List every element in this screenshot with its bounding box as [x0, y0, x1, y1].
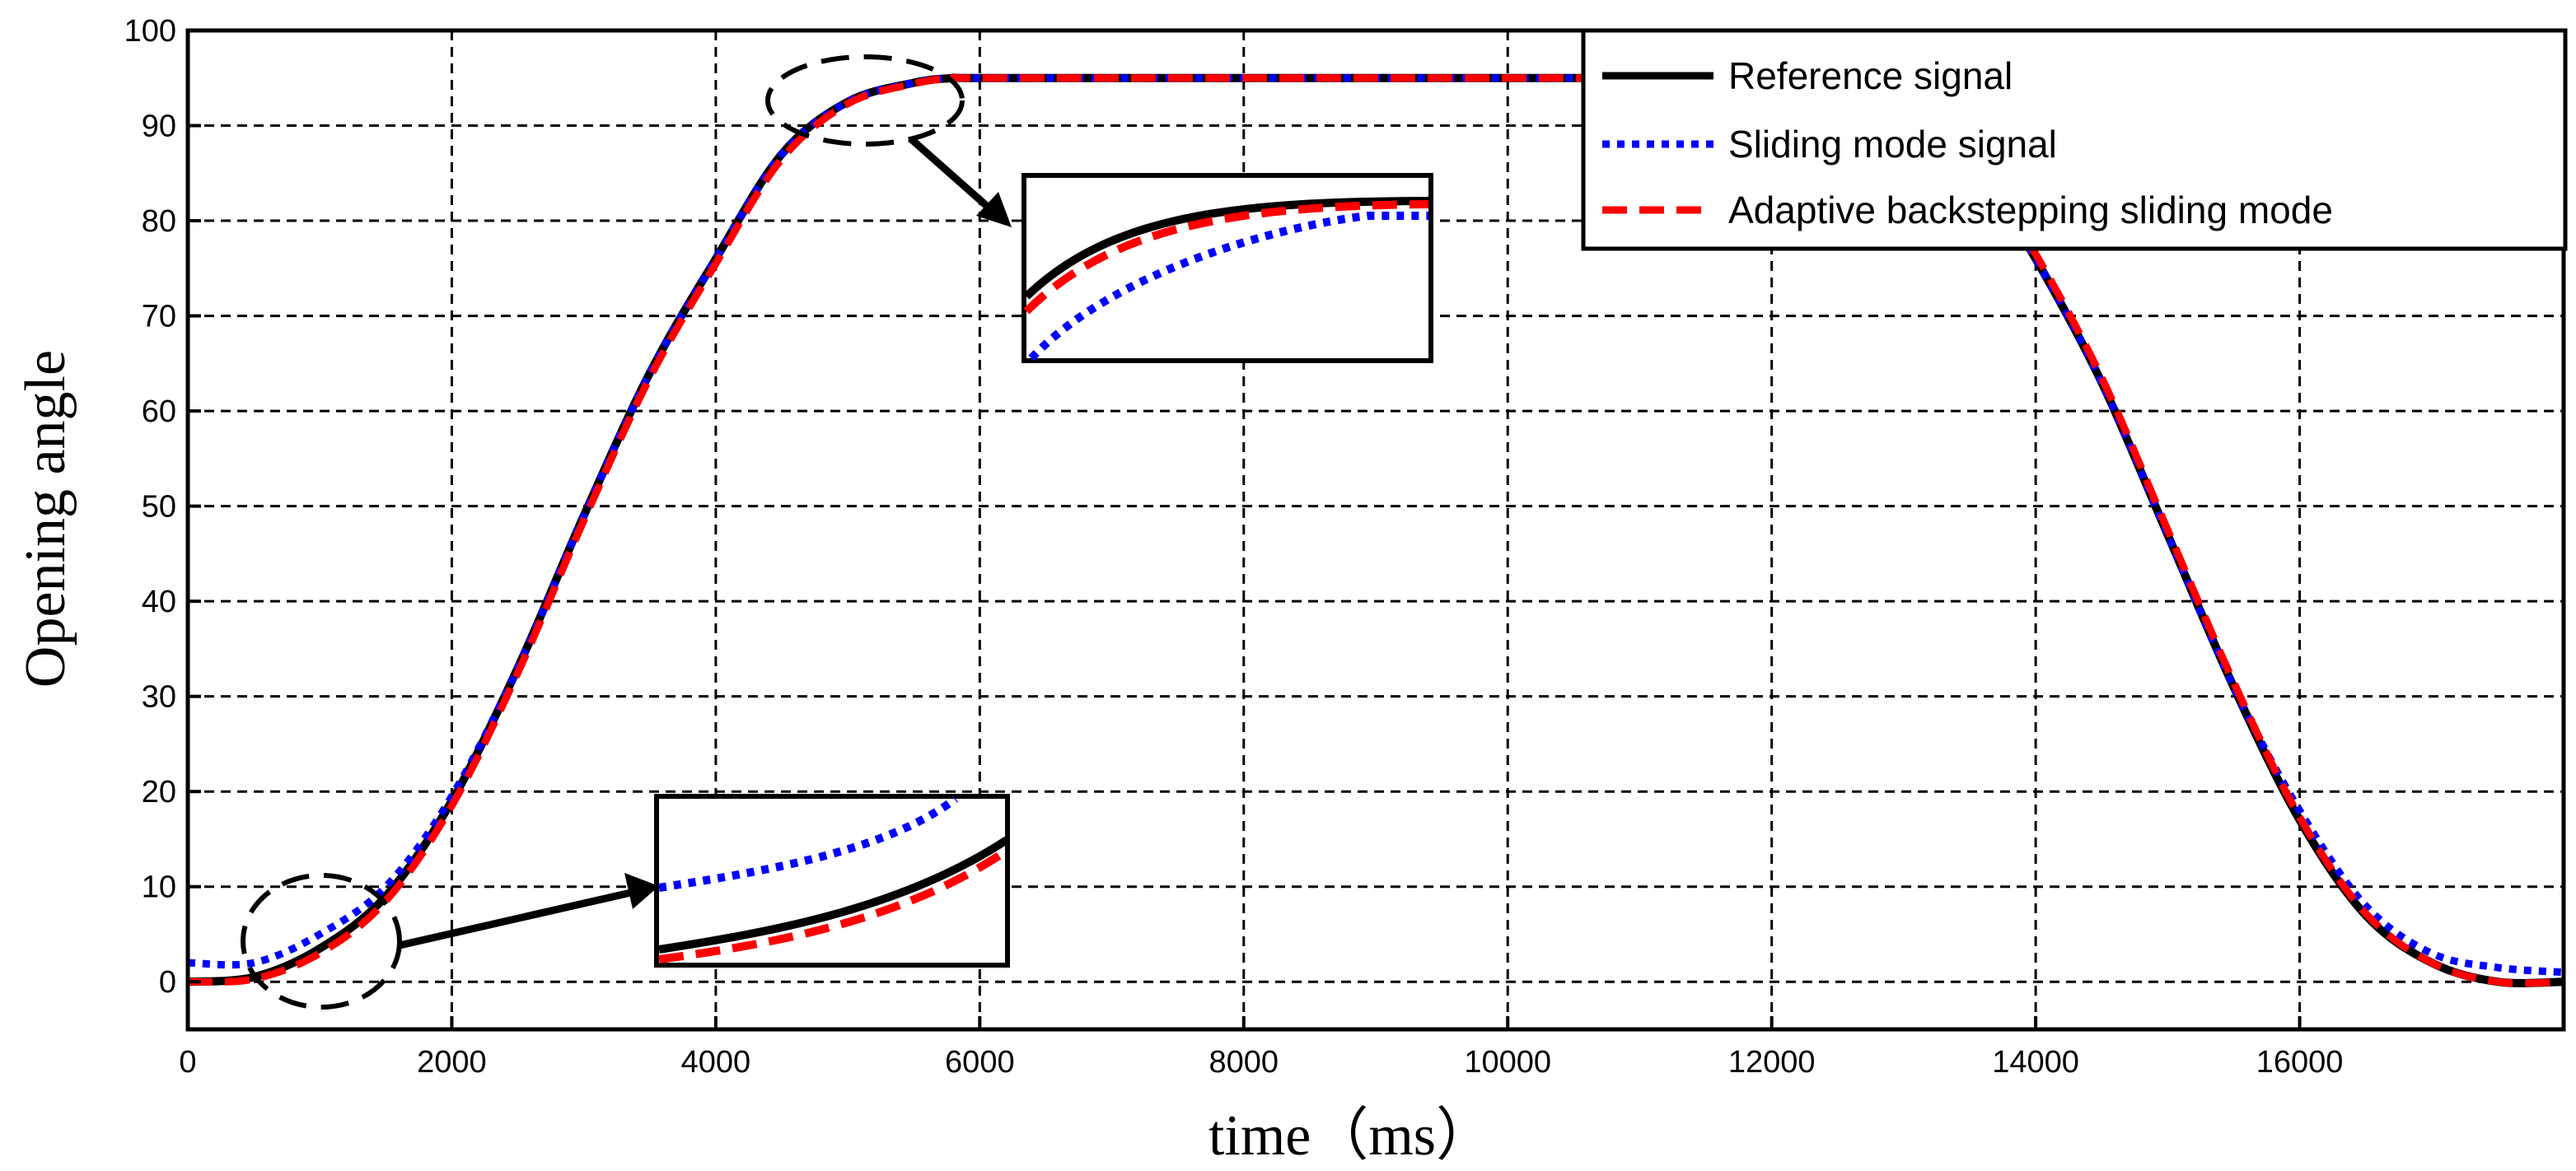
- y-tick-label: 20: [142, 775, 176, 809]
- series-line-dashed: [187, 68, 2564, 987]
- inset-start-sliding-line: [658, 795, 958, 892]
- inset-top-frame: [1022, 173, 1433, 363]
- y-tick-label: 10: [142, 870, 176, 905]
- inset-start-reference-line: [658, 836, 1009, 954]
- series-layer: [187, 68, 2564, 987]
- zoom-arrow-top-head: [976, 192, 1012, 227]
- inset-top: [1022, 173, 1433, 363]
- x-tick-label: 4000: [681, 1045, 751, 1080]
- y-axis-title: Opening angle: [14, 350, 77, 688]
- zoom-arrow-start-head: [624, 873, 659, 909]
- x-tick-label: 16000: [2256, 1045, 2344, 1080]
- legend-label-sliding: Sliding mode signal: [1728, 123, 2057, 166]
- zoom-arrow-top: [908, 135, 991, 211]
- x-tick-label: 2000: [417, 1045, 487, 1080]
- y-tick-label: 0: [159, 965, 176, 1000]
- zoom-ellipse-start: [241, 873, 402, 1010]
- y-tick-label: 50: [142, 490, 176, 525]
- x-tick-label: 0: [179, 1045, 196, 1080]
- x-tick-label: 8000: [1209, 1045, 1279, 1080]
- annotations: [241, 54, 1433, 1010]
- x-axis-title: time（ms）: [1209, 1104, 1494, 1168]
- inset-top-sliding-line: [1028, 212, 1428, 362]
- y-tick-label: 60: [142, 394, 176, 429]
- inset-start-adaptive-line: [658, 847, 1009, 963]
- x-tick-label: 10000: [1464, 1045, 1551, 1080]
- y-tick-label: 30: [142, 680, 176, 715]
- x-tick-label: 14000: [1992, 1045, 2079, 1080]
- inset-start: [654, 794, 1010, 968]
- y-tick-label: 40: [142, 585, 176, 619]
- legend-box: [1581, 28, 2568, 251]
- plot-frame: [185, 28, 2566, 1032]
- x-tick-label: 12000: [1728, 1045, 1816, 1080]
- legend: Reference signal Sliding mode signal Ada…: [1581, 28, 2568, 251]
- axes: 0 2000 4000 6000 8000 10000 12000 14000 16000 0 10…: [124, 14, 2566, 1080]
- y-tick-label: 100: [124, 14, 176, 49]
- inset-top-adaptive-line: [1023, 200, 1429, 315]
- y-tick-label: 70: [142, 300, 176, 334]
- zoom-ellipse-top: [765, 54, 965, 147]
- y-tick-label: 80: [142, 204, 176, 239]
- y-tick-label: 90: [142, 110, 176, 144]
- zoom-arrow-start: [398, 888, 636, 949]
- x-tick-label: 6000: [945, 1045, 1015, 1080]
- legend-label-reference: Reference signal: [1728, 54, 2013, 97]
- legend-label-adaptive: Adaptive backstepping sliding mode: [1728, 189, 2333, 231]
